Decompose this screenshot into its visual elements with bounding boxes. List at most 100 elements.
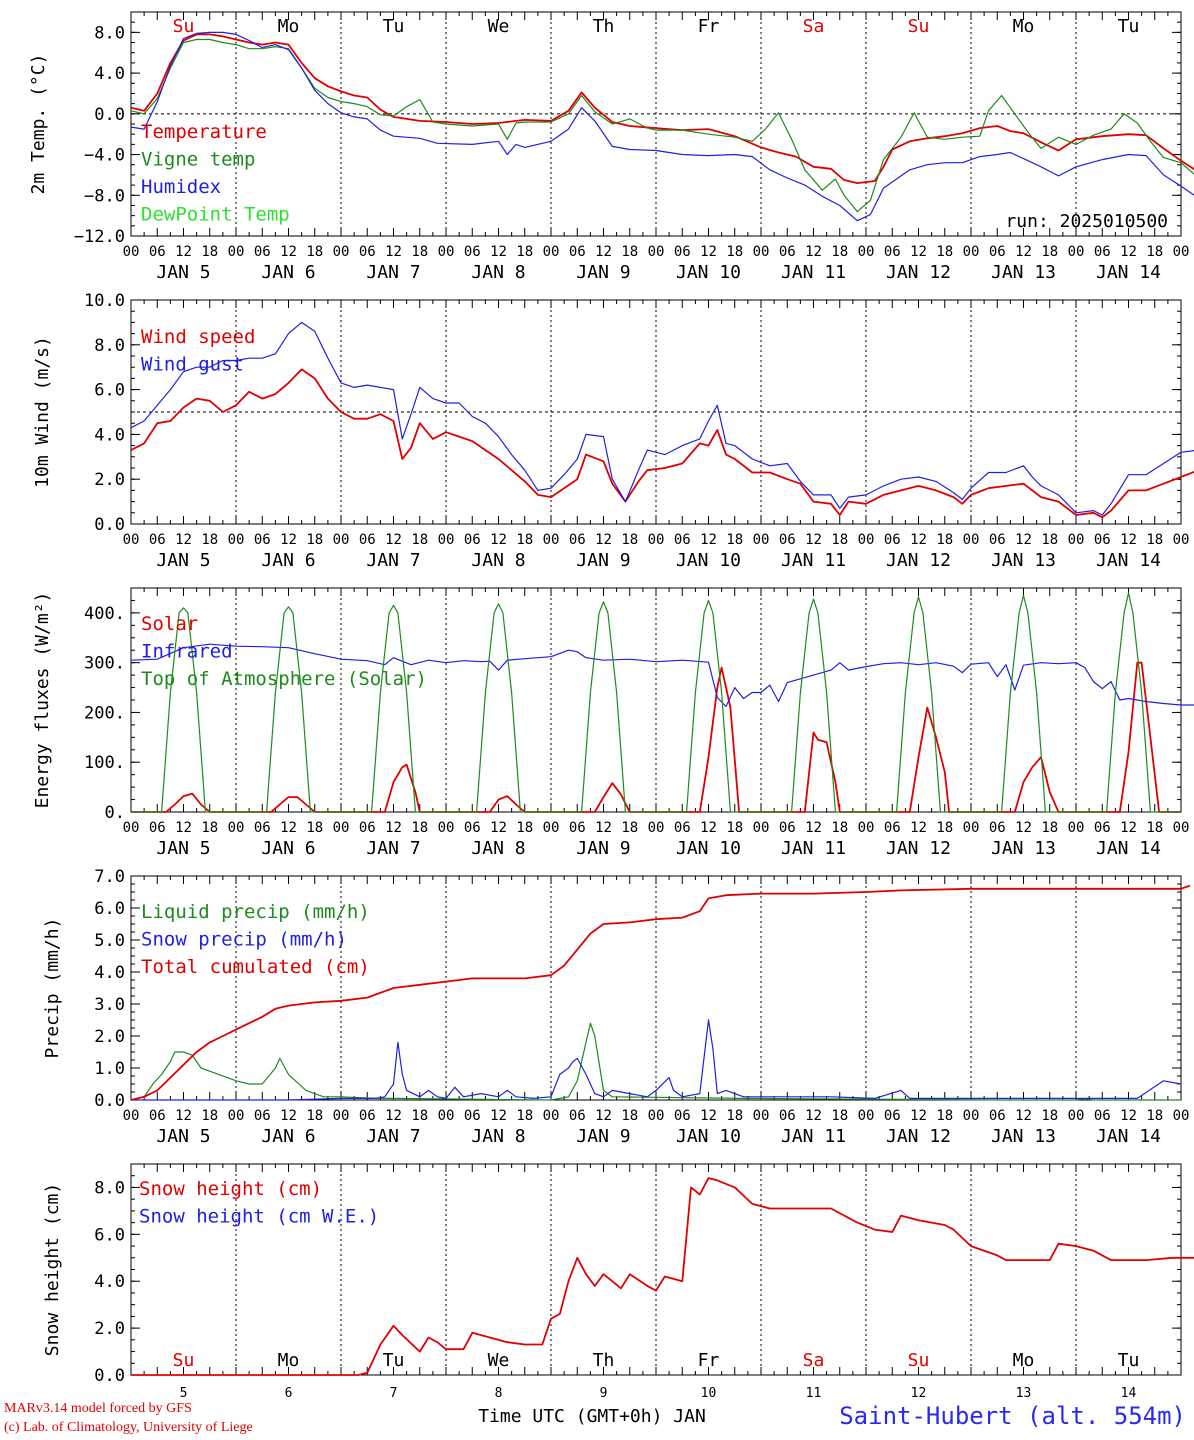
y-tick-label: 4.0 <box>94 1272 125 1292</box>
legend-entry: Wind gust <box>141 354 244 376</box>
hour-tick-label: 18 <box>831 244 848 260</box>
hour-tick-label: 06 <box>989 532 1006 548</box>
hour-tick-label: 00 <box>963 244 980 260</box>
hour-tick-label: 00 <box>648 244 665 260</box>
series-line-humidex <box>130 31 1194 222</box>
hour-tick-label: 18 <box>936 532 953 548</box>
weekday-label: Su <box>173 1350 195 1371</box>
hour-tick-label: 06 <box>989 820 1006 836</box>
hour-tick-label: 06 <box>674 244 691 260</box>
hour-tick-label: 18 <box>201 1108 218 1124</box>
hour-tick-label: 00 <box>1173 820 1190 836</box>
hour-tick-label: 12 <box>1120 820 1137 836</box>
hour-tick-label: 18 <box>306 244 323 260</box>
date-label: JAN 12 <box>886 838 951 859</box>
hour-tick-label: 06 <box>359 244 376 260</box>
y-tick-label: 0.0 <box>94 105 125 125</box>
date-label: JAN 8 <box>471 550 525 571</box>
hour-tick-label: 18 <box>726 532 743 548</box>
y-tick-label: 4.0 <box>94 425 125 445</box>
hour-tick-label: 00 <box>543 532 560 548</box>
date-label: JAN 8 <box>471 838 525 859</box>
date-label: JAN 13 <box>991 1126 1056 1147</box>
hour-tick-label: 18 <box>621 532 638 548</box>
date-label: JAN 5 <box>156 550 210 571</box>
hour-tick-label: 06 <box>779 1108 796 1124</box>
hour-tick-label: 18 <box>1041 820 1058 836</box>
hour-tick-label: 00 <box>123 532 140 548</box>
y-tick-label: −8.0 <box>84 186 125 206</box>
weekday-label: Th <box>593 16 615 37</box>
y-tick-label: 0.0 <box>94 1366 125 1386</box>
y-tick-label: 0. <box>105 803 125 823</box>
date-label: JAN 5 <box>156 1126 210 1147</box>
hour-tick-label: 18 <box>621 820 638 836</box>
hour-tick-label: 12 <box>280 532 297 548</box>
series-line-solar <box>131 661 1181 813</box>
hour-tick-label: 06 <box>464 820 481 836</box>
date-label: JAN 14 <box>1096 838 1161 859</box>
hour-tick-label: 12 <box>805 1108 822 1124</box>
lab-credit: (c) Lab. of Climatology, University of L… <box>4 1420 253 1435</box>
date-label: JAN 7 <box>366 1126 420 1147</box>
hour-tick-label: 12 <box>910 820 927 836</box>
series-line-snow-height-cm- <box>131 1177 1194 1376</box>
hour-tick-label: 12 <box>490 820 507 836</box>
date-label: JAN 13 <box>991 838 1056 859</box>
hour-tick-label: 00 <box>228 820 245 836</box>
hour-tick-label: 06 <box>674 820 691 836</box>
hour-tick-label: 18 <box>516 1108 533 1124</box>
y-tick-label: 2.0 <box>94 1319 125 1339</box>
hour-tick-label: 12 <box>385 1108 402 1124</box>
hour-tick-label: 06 <box>1094 820 1111 836</box>
date-label: JAN 14 <box>1096 550 1161 571</box>
hour-tick-label: 06 <box>359 1108 376 1124</box>
weekday-label: Mo <box>278 16 300 37</box>
hour-tick-label: 00 <box>1068 1108 1085 1124</box>
weekday-label: We <box>488 1350 510 1371</box>
y-tick-label: 300. <box>84 654 125 674</box>
date-label: JAN 10 <box>676 1126 741 1147</box>
hour-tick-label: 00 <box>228 244 245 260</box>
hour-tick-label: 00 <box>963 820 980 836</box>
hour-tick-label: 12 <box>1120 532 1137 548</box>
hour-tick-label: 12 <box>280 1108 297 1124</box>
hour-tick-label: 00 <box>648 820 665 836</box>
date-label: JAN 14 <box>1096 262 1161 283</box>
hour-tick-label: 06 <box>464 532 481 548</box>
hour-tick-label: 00 <box>438 244 455 260</box>
legend-entry: Snow height (cm W.E.) <box>139 1206 379 1228</box>
hour-tick-label: 18 <box>726 820 743 836</box>
y-tick-label: 0.0 <box>94 1091 125 1111</box>
date-label: JAN 9 <box>576 1126 630 1147</box>
hour-tick-label: 18 <box>936 244 953 260</box>
y-tick-label: 4.0 <box>94 64 125 84</box>
hour-tick-label: 18 <box>1041 532 1058 548</box>
date-label: JAN 7 <box>366 838 420 859</box>
y-tick-label: 4.0 <box>94 963 125 983</box>
y-tick-label: 2.0 <box>94 1027 125 1047</box>
day-number-label: 5 <box>180 1386 188 1401</box>
y-tick-label: 6.0 <box>94 381 125 401</box>
hour-tick-label: 06 <box>254 820 271 836</box>
hour-tick-label: 18 <box>411 1108 428 1124</box>
hour-tick-label: 12 <box>175 244 192 260</box>
hour-tick-label: 06 <box>149 1108 166 1124</box>
date-label: JAN 10 <box>676 262 741 283</box>
date-label: JAN 7 <box>366 262 420 283</box>
hour-tick-label: 18 <box>1146 820 1163 836</box>
legend-entry: Top of Atmosphere (Solar) <box>141 668 427 690</box>
day-number-label: 9 <box>600 1386 608 1401</box>
y-tick-label: 6.0 <box>94 1225 125 1245</box>
weekday-label: Tu <box>383 16 405 37</box>
hour-tick-label: 00 <box>648 1108 665 1124</box>
hour-tick-label: 00 <box>1068 820 1085 836</box>
legend-entry: Humidex <box>141 176 221 198</box>
hour-tick-label: 00 <box>858 532 875 548</box>
hour-tick-label: 06 <box>254 532 271 548</box>
date-label: JAN 6 <box>261 1126 315 1147</box>
hour-tick-label: 18 <box>516 532 533 548</box>
legend-entry: Temperature <box>141 121 267 143</box>
hour-tick-label: 12 <box>595 532 612 548</box>
hour-tick-label: 18 <box>936 820 953 836</box>
